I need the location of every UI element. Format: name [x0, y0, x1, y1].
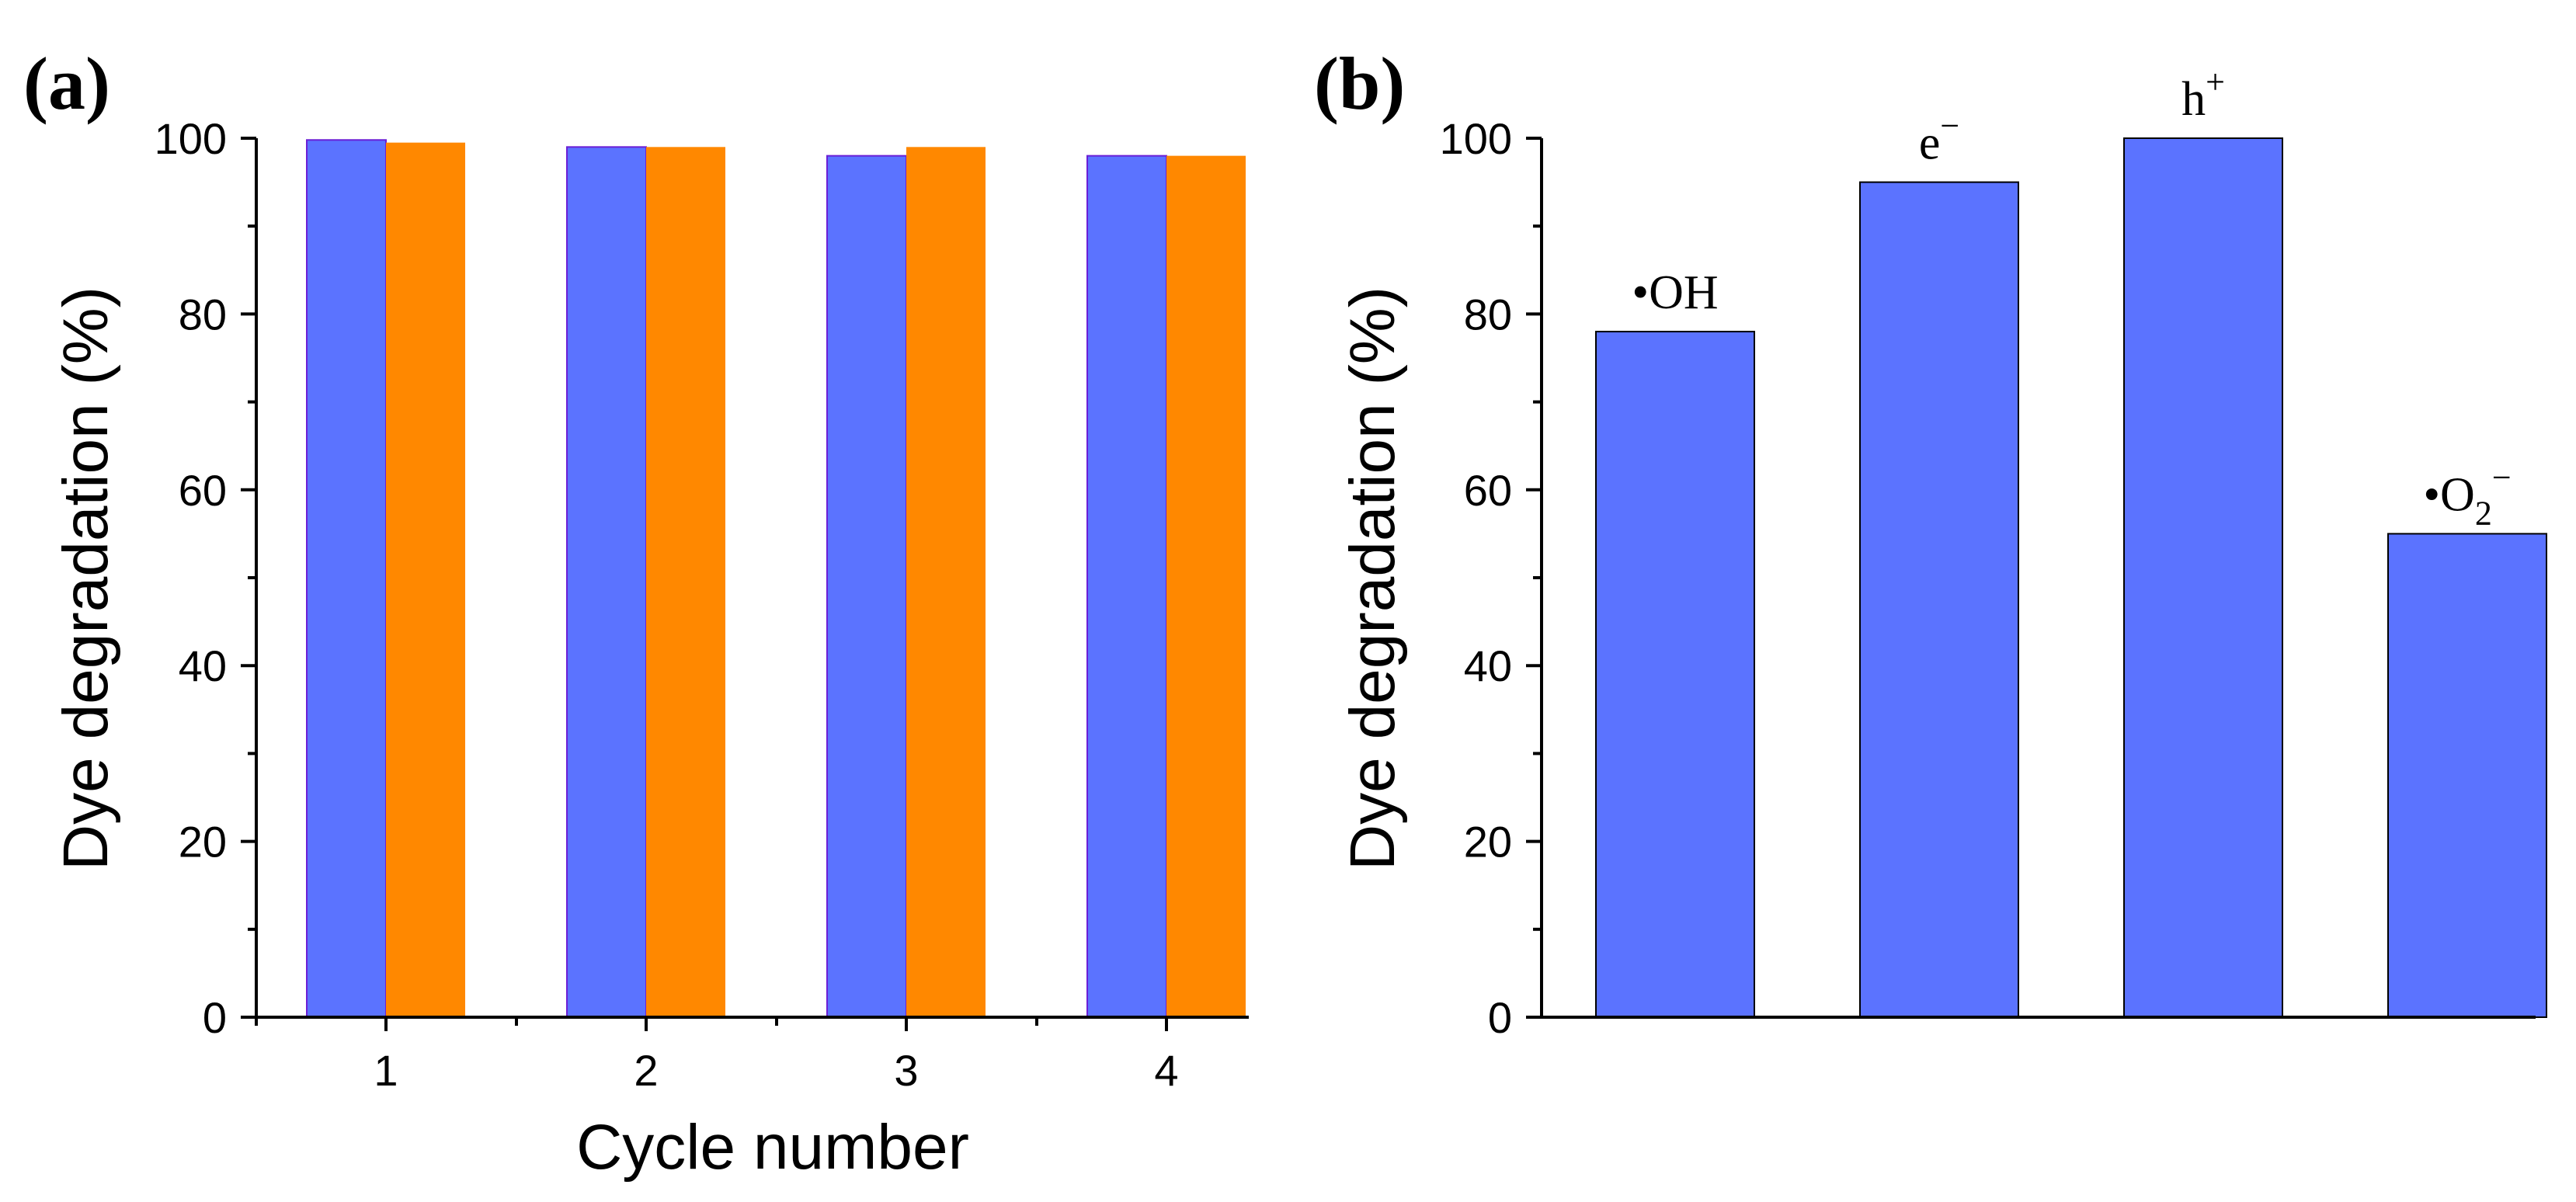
- panel-a-y-tick-label: 20: [179, 818, 227, 867]
- panel-a-y-tick-label: 100: [155, 114, 227, 163]
- panel-a-y-ticks: 0 20 40 60 80 100: [155, 114, 256, 1042]
- panel-b-y-tick-label: 100: [1440, 114, 1512, 163]
- panel-a-bar-cycle-3-series-1: [826, 155, 907, 1018]
- panel-a-x-tick-label: 4: [1154, 1046, 1178, 1095]
- panel-a-bar-cycle-1-series-2: [386, 142, 465, 1017]
- panel-b-bar-label: •OH: [1632, 266, 1718, 319]
- panel-b-bar-labels: •OH e− h+ •O2−: [1632, 63, 2511, 532]
- panel-a-x-axis-title: Cycle number: [576, 1112, 969, 1183]
- panel-a-bar-cycle-1-series-1: [306, 139, 387, 1018]
- panel-b-bar-label: •O2−: [2423, 458, 2511, 532]
- panel-b-bar-label: e−: [1919, 107, 1959, 170]
- panel-b-bar-label: h+: [2181, 63, 2225, 126]
- panel-a-x-tick-label: 2: [634, 1046, 658, 1095]
- panel-a-y-tick-label: 0: [203, 993, 227, 1042]
- panel-a-bar-cycle-4-series-1: [1086, 155, 1167, 1018]
- panel-b-y-tick-label: 60: [1464, 466, 1512, 515]
- panel-b-bars: [1595, 137, 2547, 1019]
- panel-a-x-ticks: 1 2 3 4: [255, 1017, 1179, 1095]
- panel-a-bar-cycle-4-series-2: [1166, 155, 1246, 1017]
- panel-b-label: (b): [1314, 42, 1405, 125]
- panel-b-bar-1: [1859, 181, 2019, 1019]
- panel-a-bar-cycle-3-series-2: [906, 147, 986, 1017]
- panel-b-y-tick-label: 80: [1464, 290, 1512, 339]
- panel-a-y-tick-label: 60: [179, 466, 227, 515]
- panel-b-bar-0: [1595, 331, 1755, 1019]
- panel-b-y-tick-label: 0: [1488, 993, 1512, 1042]
- panel-b-bar-2: [2123, 137, 2283, 1018]
- panel-b-y-tick-label: 40: [1464, 641, 1512, 690]
- panel-a-bars: [306, 139, 1246, 1019]
- panel-b-bar-3: [2387, 533, 2547, 1018]
- panel-b-y-axis-title: Dye degradation (%): [1337, 287, 1408, 870]
- panel-a-x-tick-label: 1: [374, 1046, 398, 1095]
- panel-a-label: (a): [23, 42, 110, 125]
- panel-a-y-tick-label: 40: [179, 641, 227, 690]
- panel-a-bar-cycle-2-series-2: [646, 147, 725, 1017]
- panel-a-x-tick-label: 3: [894, 1046, 918, 1095]
- panel-a-y-tick-label: 80: [179, 290, 227, 339]
- panel-a: (a) 0 20 40 60 80 100 1 2 3 4 Dye degradation (%…: [23, 42, 1249, 1183]
- panel-b-y-tick-label: 20: [1464, 818, 1512, 867]
- panel-b-y-ticks: 0 20 40 60 80 100: [1440, 114, 1542, 1042]
- panel-a-bar-cycle-2-series-1: [566, 146, 647, 1019]
- panel-a-y-axis-title: Dye degradation (%): [50, 287, 121, 870]
- panel-b: (b) •OH e− h+ •O2− 0 20 40 60 80 100 Dye degrada…: [1314, 42, 2547, 1042]
